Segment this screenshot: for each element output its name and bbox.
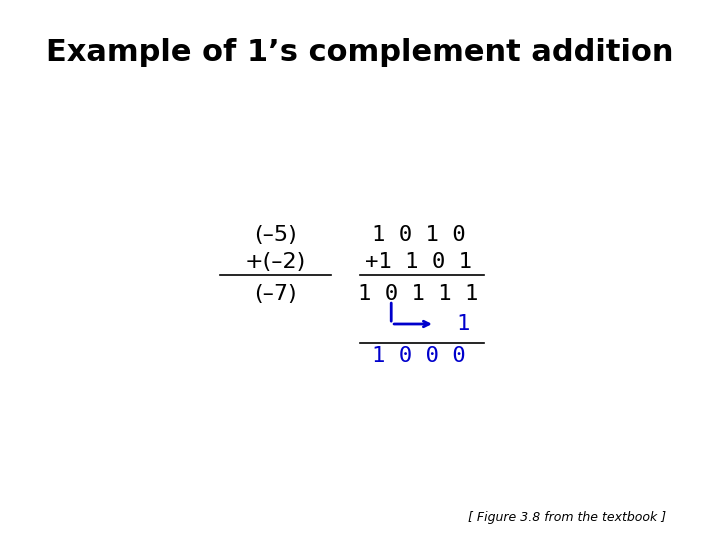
Text: 1 0 1 1 1: 1 0 1 1 1 (359, 284, 479, 305)
Text: 1: 1 (456, 314, 469, 334)
Text: 1 0 0 0: 1 0 0 0 (372, 346, 465, 367)
Text: (–7): (–7) (254, 284, 297, 305)
Text: 1 0 1 0: 1 0 1 0 (372, 225, 465, 245)
Text: +1 1 0 1: +1 1 0 1 (365, 252, 472, 272)
Text: +(–2): +(–2) (245, 252, 306, 272)
Text: Example of 1’s complement addition: Example of 1’s complement addition (46, 38, 674, 67)
Text: [ Figure 3.8 from the textbook ]: [ Figure 3.8 from the textbook ] (467, 511, 666, 524)
Text: (–5): (–5) (254, 225, 297, 245)
